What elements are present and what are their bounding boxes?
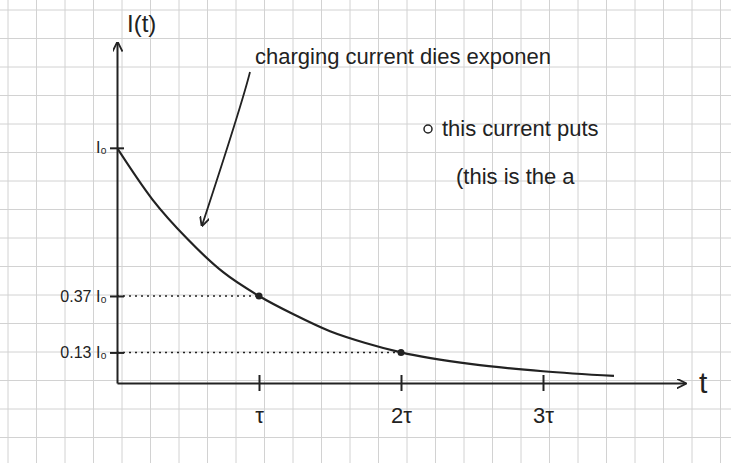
x-tick-label: 2τ <box>391 403 412 428</box>
paper-line <box>36 0 37 463</box>
paper-line <box>0 10 731 11</box>
x-axis: τ 2τ 3τ <box>118 375 686 428</box>
x-tick-label: 3τ <box>533 403 554 428</box>
paper-line <box>150 0 151 463</box>
paper-line <box>606 0 607 463</box>
paper-line <box>0 38 731 39</box>
paper-line <box>578 0 579 463</box>
guides <box>117 296 401 352</box>
paper-grid <box>0 0 731 463</box>
paper-line <box>464 0 465 463</box>
y-tick: 0.37 I₀ <box>60 288 124 305</box>
x-tick: τ <box>255 375 264 428</box>
x-tick-label: τ <box>255 403 264 428</box>
annotation-arrow <box>202 72 250 226</box>
paper-line <box>0 152 731 153</box>
paper-line <box>8 0 9 463</box>
paper-line <box>0 266 731 267</box>
paper-line <box>0 380 731 381</box>
paper-line <box>0 352 731 353</box>
paper-line <box>0 437 731 438</box>
paper-line <box>0 124 731 125</box>
annotation: (this is the a <box>456 164 575 189</box>
y-axis-line <box>117 43 119 384</box>
paper-line <box>0 295 731 296</box>
paper-line <box>492 0 493 463</box>
paper-line <box>378 0 379 463</box>
paper-line <box>293 0 294 463</box>
y-axis: 0.13 I₀ 0.37 I₀ I₀ <box>60 43 124 384</box>
x-tick-mark <box>259 375 261 391</box>
paper-line <box>93 0 94 463</box>
paper-line <box>0 95 731 96</box>
paper-line <box>435 0 436 463</box>
paper-line <box>549 0 550 463</box>
x-tick-mark <box>543 375 545 391</box>
paper-line <box>521 0 522 463</box>
paper-line <box>321 0 322 463</box>
paper-line <box>65 0 66 463</box>
annotation: this current puts <box>442 116 599 141</box>
paper-line <box>0 409 731 410</box>
paper-line <box>0 181 731 182</box>
curve-point <box>398 349 405 356</box>
y-tick-label: 0.37 I₀ <box>60 288 107 305</box>
plot-area <box>117 148 614 376</box>
paper-line <box>0 323 731 324</box>
curve-point <box>256 292 263 299</box>
paper-line <box>350 0 351 463</box>
guide-line <box>117 352 401 353</box>
x-tick: 2τ <box>391 375 412 428</box>
paper-line <box>720 0 721 463</box>
y-tick-label: I₀ <box>96 139 107 156</box>
paper-line <box>207 0 208 463</box>
current-curve <box>117 148 614 376</box>
paper-line <box>264 0 265 463</box>
paper-line <box>0 238 731 239</box>
x-tick-mark <box>401 375 403 391</box>
y-axis-title: I(t) <box>127 10 156 37</box>
annotations: charging current dies exponen this curren… <box>202 44 599 226</box>
guide-line <box>117 295 259 296</box>
chart: τ 2τ 3τ 0.13 I₀ 0.37 I₀ I₀ I(t) t charging curre… <box>0 0 731 463</box>
x-axis-title: t <box>699 366 708 399</box>
y-tick-label: 0.13 I₀ <box>60 344 107 361</box>
paper-line <box>692 0 693 463</box>
x-tick: 3τ <box>533 375 554 428</box>
paper-line <box>0 209 731 210</box>
paper-line <box>663 0 664 463</box>
paper-line <box>407 0 408 463</box>
bullet <box>424 125 432 133</box>
paper-line <box>635 0 636 463</box>
paper-line <box>122 0 123 463</box>
y-tick: 0.13 I₀ <box>60 344 124 361</box>
paper-line <box>236 0 237 463</box>
annotation: charging current dies exponen <box>255 44 551 69</box>
